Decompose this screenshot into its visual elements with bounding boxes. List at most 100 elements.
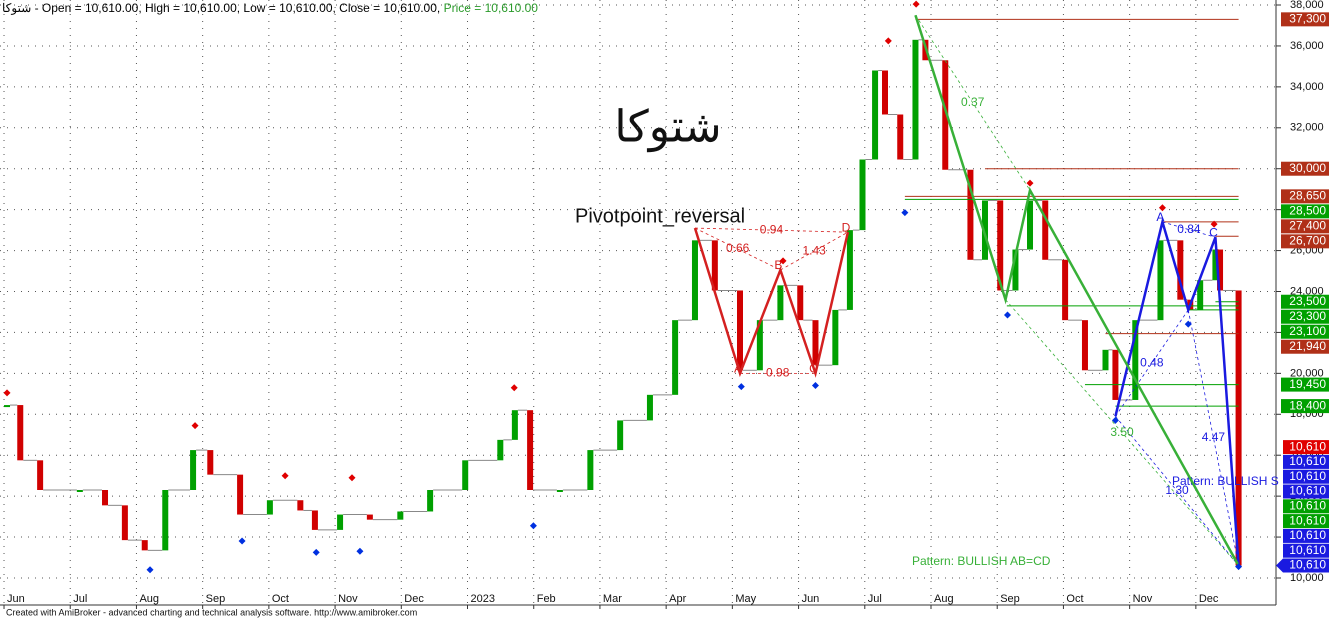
x-tick-label: Aug [934,593,954,605]
candle [4,405,11,408]
x-tick-label: Sep [206,593,226,605]
pattern-line [914,14,1240,567]
pivot-marker [1184,320,1192,328]
candle [882,70,889,115]
candle [1027,200,1034,250]
ratio-line [694,227,848,233]
pivot-marker [312,548,320,556]
candle [497,439,504,461]
candle [1217,249,1224,291]
x-tick-label: Nov [1133,593,1153,605]
last-box [1283,514,1329,529]
pivot-marker [281,472,289,480]
candle [846,230,853,310]
level-label: 18,400 [1289,398,1326,412]
level-box [1281,339,1329,354]
candle [1081,320,1088,371]
level-label: 27,400 [1289,219,1326,233]
x-tick-label: Oct [272,593,289,605]
y-tick-label: 20,000 [1290,367,1324,379]
pattern: 0.84 0.48 4.47 1.30 A C Pattern: BULLISH S [1114,210,1279,566]
level-box [1281,234,1329,249]
candle [1177,240,1184,300]
pattern-label: Pattern: BULLISH S [1172,474,1279,488]
level-box [1281,324,1329,339]
last-box [1283,528,1329,543]
ratio-label: 0.98 [766,366,790,380]
pattern: 0.94 0.66 1.43 0.98 A B C D [693,220,851,380]
candle [981,200,988,260]
level-label: 21,940 [1289,339,1326,353]
ratio-line [915,15,1031,191]
price: Price = 10,610.00 [443,1,538,15]
last-label: 10,610 [1289,454,1326,468]
candle [812,320,819,366]
ratio-label: 3.50 [1110,425,1134,439]
candle [1012,249,1019,291]
ratio-label: 0.84 [1177,222,1201,236]
level-box [1281,189,1329,204]
x-tick-label: 2023 [471,593,495,605]
x-tick-label: Mar [603,593,622,605]
last-box [1283,543,1329,558]
candle [997,200,1004,291]
level-label: 23,500 [1289,294,1326,308]
pivot-marker [811,382,819,390]
candle [237,474,244,515]
level-box [1281,294,1329,309]
candle [1132,320,1139,400]
level-label: 23,300 [1289,309,1326,323]
candle [397,511,404,520]
last-label: 10,610 [1289,558,1326,572]
level-label: 30,000 [1289,161,1326,175]
last-box [1283,440,1329,455]
y-tick-label: 34,000 [1290,81,1324,93]
pivot-marker [779,257,787,265]
candle [756,320,763,371]
last-label: 10,610 [1289,543,1326,557]
last-label: 10,610 [1289,484,1326,498]
x-tick-label: Dec [404,593,424,605]
ratio-label: 4.47 [1202,430,1226,444]
pivot-marker [356,547,364,555]
pivot-marker [1003,311,1011,319]
level-label: 37,300 [1289,12,1326,26]
last-box [1283,454,1329,469]
pivot-highs [3,0,1218,482]
candle [691,240,698,321]
pivot-lows [146,209,1243,574]
pattern-label: Pattern: BULLISH AB=CD [912,554,1051,568]
pivot-marker [3,389,11,397]
candle [736,290,743,371]
ratio-label: 0.37 [961,95,985,109]
pivot-marker [1026,179,1034,187]
candle [527,410,534,490]
level-box [1281,377,1329,392]
footer: Created with AmiBroker - advanced charti… [6,607,417,617]
pivot-marker [737,383,745,391]
ticker: شتوکا [2,1,32,15]
ratio-line [694,227,781,271]
level-label: 23,100 [1289,324,1326,338]
level-box [1281,219,1329,234]
x-tick-label: Aug [139,593,159,605]
ratio-label: 0.94 [760,222,784,236]
y-tick-label: 32,000 [1290,122,1324,134]
candle [797,285,804,321]
candle [1102,349,1109,371]
candle [897,114,904,160]
watermark: شتوکا [614,103,721,153]
pivot-marker [348,474,356,482]
level-label: 28,500 [1289,204,1326,218]
candle [1235,290,1242,566]
last-arrow [1276,558,1283,573]
y-tick-label: 38,000 [1290,0,1324,11]
x-tick-label: Jul [73,593,87,605]
pivot-marker [510,384,518,392]
x-tick-label: Apr [669,593,686,605]
point-letter: A [1156,210,1164,224]
candle [832,309,839,366]
candle [777,285,784,321]
last-box [1283,484,1329,499]
pivot-marker [1158,204,1166,212]
